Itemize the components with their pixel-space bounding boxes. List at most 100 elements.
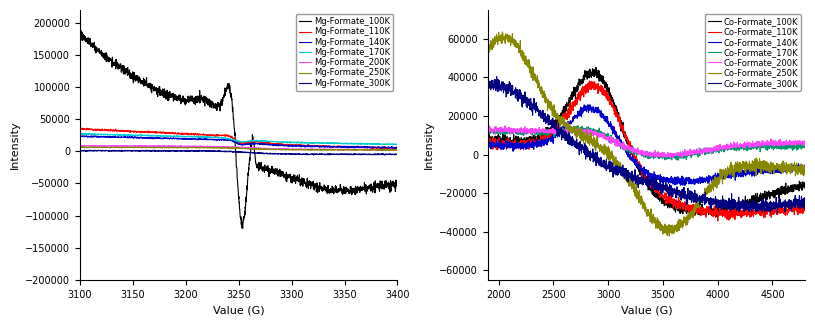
Mg-Formate_300K <box>256 151 266 155</box>
Co-Formate_170K <box>800 145 810 149</box>
Co-Formate_170K <box>791 146 801 150</box>
Co-Formate_140K <box>680 183 689 187</box>
Co-Formate_110K <box>629 149 639 153</box>
Mg-Formate_100K <box>112 64 122 68</box>
Co-Formate_200K <box>734 143 743 147</box>
Co-Formate_200K <box>629 148 639 152</box>
Mg-Formate_300K <box>142 148 152 152</box>
Co-Formate_110K <box>734 211 743 215</box>
Co-Formate_100K <box>791 184 801 188</box>
Mg-Formate_300K <box>393 152 403 156</box>
Mg-Formate_200K <box>112 144 122 148</box>
Mg-Formate_100K <box>222 86 232 90</box>
Co-Formate_300K <box>733 206 742 210</box>
Co-Formate_140K <box>791 165 801 169</box>
Co-Formate_140K <box>629 160 639 164</box>
Co-Formate_300K <box>791 203 801 207</box>
Co-Formate_200K <box>483 127 493 131</box>
Mg-Formate_140K <box>217 137 227 141</box>
Mg-Formate_110K <box>393 147 403 150</box>
Co-Formate_200K <box>499 128 509 132</box>
Mg-Formate_170K <box>222 136 232 140</box>
Co-Formate_140K <box>637 166 647 170</box>
Co-Formate_200K <box>791 142 801 146</box>
Mg-Formate_300K <box>112 149 122 152</box>
Line: Mg-Formate_140K: Mg-Formate_140K <box>80 136 398 149</box>
Co-Formate_110K <box>791 207 801 211</box>
Co-Formate_140K <box>583 103 593 107</box>
Line: Co-Formate_170K: Co-Formate_170K <box>488 126 805 160</box>
Co-Formate_100K <box>800 187 810 191</box>
Co-Formate_300K <box>483 78 493 82</box>
Co-Formate_170K <box>483 127 493 131</box>
Co-Formate_200K <box>800 142 810 146</box>
Mg-Formate_250K <box>217 146 227 150</box>
Mg-Formate_250K <box>75 145 85 149</box>
Co-Formate_110K <box>584 79 594 83</box>
Co-Formate_140K <box>800 163 810 167</box>
Co-Formate_250K <box>497 30 507 34</box>
Mg-Formate_170K <box>75 132 85 136</box>
Y-axis label: Intensity: Intensity <box>10 121 20 169</box>
Line: Mg-Formate_300K: Mg-Formate_300K <box>80 150 398 155</box>
Co-Formate_170K <box>499 132 509 136</box>
Mg-Formate_140K <box>75 134 85 137</box>
Line: Mg-Formate_200K: Mg-Formate_200K <box>80 145 398 150</box>
Co-Formate_100K <box>483 138 493 142</box>
Mg-Formate_140K <box>256 142 266 146</box>
Co-Formate_170K <box>734 148 743 151</box>
Co-Formate_300K <box>500 83 509 86</box>
Co-Formate_300K <box>800 197 810 201</box>
Mg-Formate_110K <box>112 129 122 133</box>
Mg-Formate_200K <box>222 145 232 149</box>
Mg-Formate_140K <box>389 147 399 150</box>
Line: Co-Formate_110K: Co-Formate_110K <box>488 81 805 221</box>
Mg-Formate_100K <box>75 28 85 32</box>
Mg-Formate_140K <box>222 138 232 142</box>
Line: Mg-Formate_110K: Mg-Formate_110K <box>80 128 398 149</box>
Mg-Formate_250K <box>379 149 389 152</box>
Mg-Formate_170K <box>256 138 266 142</box>
Mg-Formate_170K <box>80 132 90 136</box>
Co-Formate_110K <box>637 172 647 176</box>
Co-Formate_100K <box>629 156 639 160</box>
X-axis label: Value (G): Value (G) <box>621 305 672 315</box>
Co-Formate_110K <box>499 141 509 145</box>
Mg-Formate_200K <box>393 148 403 151</box>
Co-Formate_140K <box>791 164 801 168</box>
Co-Formate_300K <box>791 199 801 203</box>
Mg-Formate_110K <box>386 147 396 151</box>
Mg-Formate_110K <box>217 134 227 137</box>
Co-Formate_250K <box>483 51 493 55</box>
Legend: Co-Formate_100K, Co-Formate_110K, Co-Formate_140K, Co-Formate_170K, Co-Formate_2: Co-Formate_100K, Co-Formate_110K, Co-For… <box>705 14 801 91</box>
Co-Formate_110K <box>800 208 810 212</box>
Line: Co-Formate_100K: Co-Formate_100K <box>488 67 805 216</box>
Mg-Formate_250K <box>256 147 266 151</box>
Line: Mg-Formate_250K: Mg-Formate_250K <box>80 147 398 150</box>
Mg-Formate_200K <box>256 147 266 151</box>
Co-Formate_170K <box>674 158 684 162</box>
Co-Formate_250K <box>800 170 810 174</box>
Co-Formate_250K <box>791 168 801 172</box>
Mg-Formate_300K <box>217 150 227 153</box>
Mg-Formate_110K <box>75 127 85 131</box>
Co-Formate_200K <box>637 151 647 155</box>
Mg-Formate_250K <box>112 145 122 149</box>
Mg-Formate_100K <box>217 98 227 102</box>
Co-Formate_170K <box>629 150 639 154</box>
Mg-Formate_250K <box>393 148 403 152</box>
Co-Formate_300K <box>629 178 639 182</box>
Co-Formate_250K <box>791 164 801 168</box>
Co-Formate_100K <box>591 65 601 69</box>
Line: Mg-Formate_170K: Mg-Formate_170K <box>80 134 398 145</box>
Mg-Formate_200K <box>75 144 85 148</box>
Co-Formate_300K <box>637 179 647 183</box>
Legend: Mg-Formate_100K, Mg-Formate_110K, Mg-Formate_140K, Mg-Formate_170K, Mg-Formate_2: Mg-Formate_100K, Mg-Formate_110K, Mg-For… <box>296 14 394 91</box>
Mg-Formate_250K <box>222 147 232 150</box>
Mg-Formate_170K <box>112 133 122 137</box>
Co-Formate_140K <box>499 145 509 149</box>
Mg-Formate_300K <box>309 153 319 157</box>
Mg-Formate_200K <box>76 143 86 147</box>
Mg-Formate_140K <box>99 135 109 138</box>
Mg-Formate_100K <box>256 164 266 168</box>
